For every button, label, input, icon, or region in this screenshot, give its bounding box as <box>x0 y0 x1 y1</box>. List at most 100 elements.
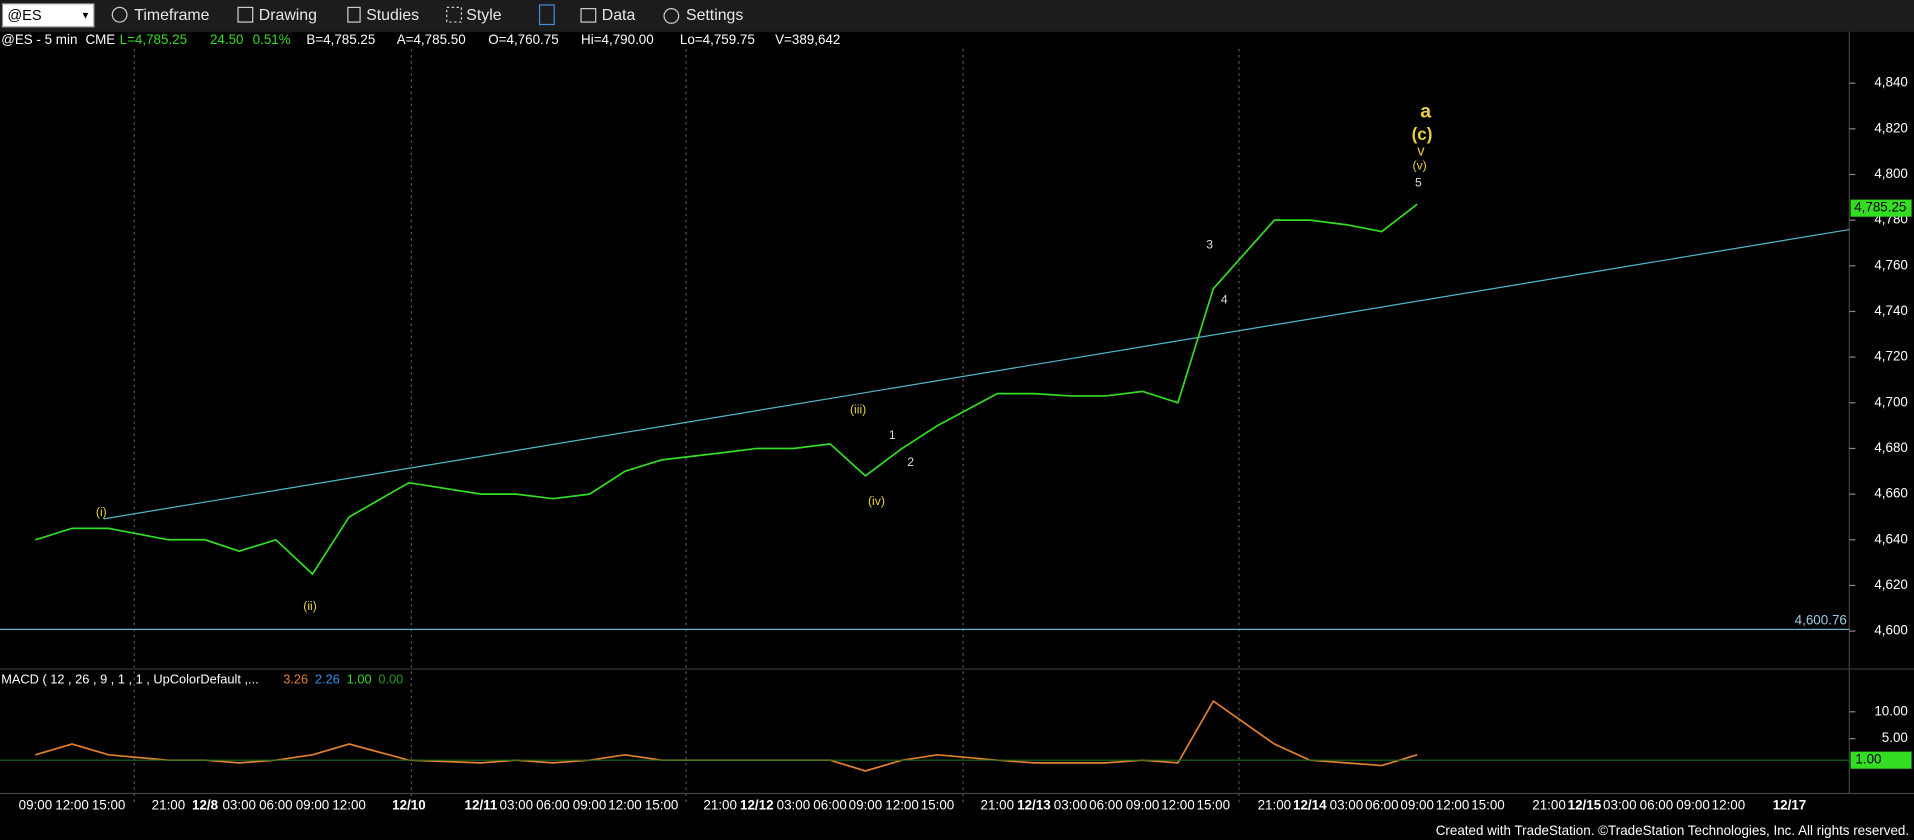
toolbar-item[interactable]: Style <box>466 7 501 24</box>
y-tick-label: 4,680 <box>1874 440 1908 455</box>
x-tick-label: 12:00 <box>1436 797 1470 812</box>
wave-label: (c) <box>1412 125 1433 144</box>
x-tick-label: 12/10 <box>392 797 426 812</box>
wave-label: 2 <box>907 455 914 469</box>
x-tick-label: 09:00 <box>573 797 607 812</box>
toolbar-item[interactable]: Timeframe <box>134 7 209 24</box>
icon <box>580 8 597 23</box>
y-tick-label: 4,800 <box>1874 166 1908 181</box>
info-ask: A=4,785.50 <box>397 32 466 47</box>
y-tick-label: 4,620 <box>1874 577 1908 592</box>
x-tick-label: 12/12 <box>740 797 774 812</box>
current-label: 1.00 <box>1855 752 1881 767</box>
x-tick-label: 09:00 <box>19 797 53 812</box>
x-tick-label: 21:00 <box>1532 797 1566 812</box>
y-tick-label: 4,700 <box>1874 394 1908 409</box>
wave-label: 4 <box>1221 293 1228 307</box>
y-tick-label: 4,660 <box>1874 486 1908 501</box>
x-tick-label: 06:00 <box>259 797 293 812</box>
macd-readout: 3.26 <box>283 671 308 686</box>
wave-label: 5 <box>1415 175 1422 189</box>
x-tick-label: 21:00 <box>981 797 1015 812</box>
y-tick-label: 4,720 <box>1874 349 1908 364</box>
x-tick-label: 15:00 <box>921 797 955 812</box>
x-tick-label: 09:00 <box>296 797 330 812</box>
icon <box>446 6 463 23</box>
x-tick-label: 09:00 <box>1676 797 1710 812</box>
x-tick-label: 15:00 <box>1197 797 1231 812</box>
toolbar-item[interactable]: Data <box>602 7 636 24</box>
macd-readout: 2.26 <box>315 671 340 686</box>
info-line: @ES - 5 min CME L=4,785.25 24.50 0.51% B… <box>1 32 840 47</box>
x-tick-label: 12:00 <box>55 797 89 812</box>
x-tick-label: 06:00 <box>1365 797 1399 812</box>
y-tick-label: 4,740 <box>1874 303 1908 318</box>
info-symbol: @ES - 5 min <box>1 32 77 47</box>
x-tick-label: 03:00 <box>1603 797 1637 812</box>
info-change: 24.50 <box>210 32 244 47</box>
x-tick-label: 06:00 <box>1640 797 1674 812</box>
icon <box>347 6 361 23</box>
trendline[interactable] <box>103 228 1850 520</box>
wave-label: 3 <box>1206 238 1213 252</box>
y-tick-label: 4,820 <box>1874 120 1908 135</box>
wave-label: (i) <box>96 505 107 519</box>
x-tick-label: 12:00 <box>332 797 366 812</box>
x-tick-label: 03:00 <box>222 797 256 812</box>
toolbar-item[interactable]: Studies <box>366 7 419 24</box>
wave-label: a <box>1420 101 1431 123</box>
info-volume: V=389,642 <box>775 32 840 47</box>
x-tick-label: 12/8 <box>192 797 219 812</box>
x-tick-label: 21:00 <box>152 797 186 812</box>
info-exchange: CME <box>85 32 115 47</box>
wave-label: (iv) <box>868 494 885 508</box>
symbol-box[interactable] <box>1 3 95 28</box>
wave-label: v <box>1417 143 1425 159</box>
series-line <box>35 203 1418 576</box>
day-separators <box>133 48 1240 806</box>
wave-label: (v) <box>1413 158 1427 172</box>
toolbar <box>0 0 1914 32</box>
toolbar-item[interactable]: Drawing <box>259 7 317 24</box>
x-tick-label: 06:00 <box>1089 797 1123 812</box>
toolbar-item[interactable]: Settings <box>686 7 743 24</box>
info-last: L=4,785.25 <box>120 32 187 47</box>
y-tick-label: 4,640 <box>1874 531 1908 546</box>
y-tick-label: 4,840 <box>1874 75 1908 90</box>
macd-readout: 0.00 <box>378 671 403 686</box>
x-tick-label: 12:00 <box>608 797 642 812</box>
current-box <box>1850 751 1912 769</box>
last-price-box <box>1850 199 1912 217</box>
y-tick-label: 5.00 <box>1882 730 1908 745</box>
x-tick-label: 15:00 <box>1471 797 1505 812</box>
icon <box>663 8 680 24</box>
symbol[interactable]: @ES <box>7 8 42 24</box>
x-tick-label: 21:00 <box>1258 797 1292 812</box>
x-tick-label: 12:00 <box>1712 797 1746 812</box>
footer: Created with TradeStation. ©TradeStation… <box>1436 823 1909 838</box>
x-tick-label: 12/13 <box>1017 797 1051 812</box>
wave-label: (iii) <box>850 402 866 416</box>
icon <box>538 4 555 26</box>
last-price-label: 4,785.25 <box>1854 200 1906 215</box>
x-tick-label: 15:00 <box>92 797 126 812</box>
x-tick-label: 12:00 <box>885 797 919 812</box>
info-high: Hi=4,790.00 <box>581 32 654 47</box>
x-tick-label: 09:00 <box>849 797 883 812</box>
wave-label: 1 <box>889 428 896 442</box>
info-low: Lo=4,759.75 <box>680 32 755 47</box>
x-tick-label: 12/17 <box>1773 797 1807 812</box>
x-tick-label: 09:00 <box>1126 797 1160 812</box>
x-tick-label: 12/14 <box>1293 797 1327 812</box>
y-tick-label: 4,760 <box>1874 257 1908 272</box>
icon <box>111 6 128 23</box>
info-change-pct: 0.51% <box>253 32 291 47</box>
y-tick-label: 10.00 <box>1874 703 1908 718</box>
hline-label: 4,600.76 <box>1795 612 1847 627</box>
info-bid: B=4,785.25 <box>306 32 375 47</box>
y-tick-label: 4,600 <box>1874 623 1908 638</box>
dropdown-arrow: ▼ <box>81 11 91 22</box>
x-tick-label: 06:00 <box>536 797 570 812</box>
